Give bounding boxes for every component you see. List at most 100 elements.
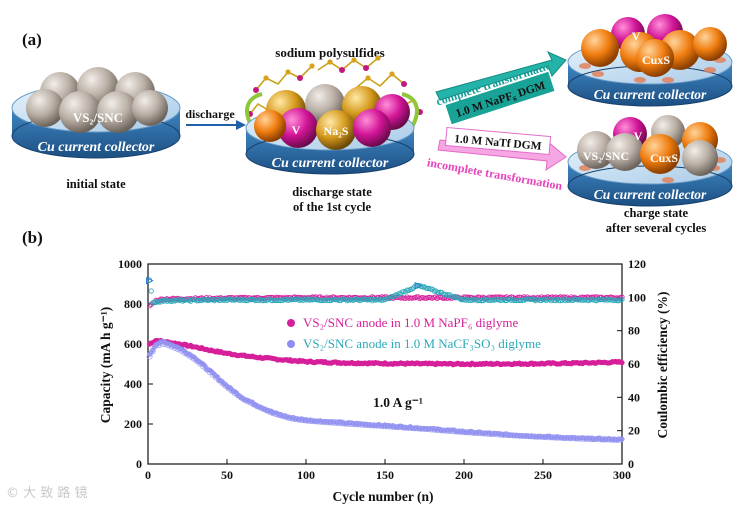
ce-point bbox=[300, 297, 306, 303]
ce-point bbox=[413, 294, 420, 300]
y-right-tick-label: 20 bbox=[628, 424, 640, 438]
series-3 bbox=[146, 277, 625, 306]
y-right-tick-label: 100 bbox=[628, 290, 646, 304]
ce-point bbox=[286, 297, 292, 303]
legend-label-nacf3so3: VS₂/SNC anode in 1.0 M NaCF₃SO₃ diglyme bbox=[303, 336, 541, 351]
incomplete-transformation-path: 1.0 M NaTf DGM incomplete transformation bbox=[426, 126, 567, 193]
x-tick-label: 300 bbox=[613, 468, 631, 482]
legend: VS₂/SNC anode in 1.0 M NaPF₆ diglyme VS₂… bbox=[287, 315, 541, 351]
ce-point bbox=[395, 292, 401, 298]
ce-point bbox=[402, 289, 409, 295]
ce-point bbox=[388, 294, 394, 300]
ce-outlier-markers bbox=[146, 276, 423, 290]
ce-point bbox=[492, 297, 499, 303]
ce-point bbox=[560, 296, 567, 302]
y-left-tick-label: 400 bbox=[124, 377, 142, 391]
y-right-tick-label: 40 bbox=[628, 390, 640, 404]
ce-point bbox=[148, 288, 154, 294]
ce-point bbox=[213, 296, 219, 303]
collector-label-bottom: Cu current collector bbox=[594, 187, 707, 202]
watermark: ©︎ 大 致 路 镜 bbox=[6, 486, 88, 501]
ce-point bbox=[445, 292, 451, 298]
charge-caption-line2: after several cycles bbox=[605, 221, 707, 235]
cycling-chart: 0 200 400 600 800 1000 0 20 40 60 80 100 120 0 50 100… bbox=[98, 257, 670, 504]
x-axis-title: Cycle number (n) bbox=[333, 489, 434, 504]
panel-a-label: (a) bbox=[22, 30, 42, 49]
na2s-ball-label: Na₂S bbox=[324, 124, 349, 138]
y-right-tick-label: 0 bbox=[628, 457, 634, 471]
x-tick-label: 0 bbox=[145, 468, 151, 482]
ce-point bbox=[619, 294, 625, 300]
discharge-arrow: discharge bbox=[185, 107, 246, 130]
y-left-tick-label: 200 bbox=[124, 417, 142, 431]
y-left-tick-label: 0 bbox=[136, 457, 142, 471]
ce-point bbox=[451, 293, 458, 299]
ce-point bbox=[295, 296, 301, 302]
discharge-arrow-label: discharge bbox=[185, 107, 235, 121]
ce-point bbox=[165, 298, 172, 304]
current-density-annotation: 1.0 A g⁻¹ bbox=[373, 395, 423, 410]
ce-point bbox=[556, 297, 562, 304]
x-tick-label: 250 bbox=[534, 468, 552, 482]
legend-marker-napf6 bbox=[287, 319, 295, 327]
complete-charge-electrode: V CuxS Cu current collector bbox=[567, 14, 733, 107]
y-axis-right-ticks: 0 20 40 60 80 100 120 bbox=[617, 257, 646, 471]
collector-label-top: Cu current collector bbox=[594, 87, 707, 102]
ce-point bbox=[502, 297, 508, 304]
ce-outlier-marker bbox=[146, 276, 154, 285]
ce-point bbox=[162, 297, 168, 303]
ce-point bbox=[189, 297, 195, 303]
x-tick-label: 200 bbox=[455, 468, 473, 482]
series-layer bbox=[146, 276, 625, 443]
ce-point bbox=[146, 303, 153, 309]
capacity-point bbox=[619, 360, 625, 366]
ce-point bbox=[587, 296, 594, 303]
ce-point bbox=[464, 296, 470, 302]
discharge-caption-line1: discharge state bbox=[292, 185, 372, 199]
cuxs-ball-label-top: CuxS bbox=[642, 53, 670, 67]
initial-state-electrode: VS₂/SNC Cu current collector bbox=[11, 67, 181, 159]
discharge-state-electrode: sodium polysulfides bbox=[245, 45, 423, 175]
charge-caption-line1: charge state bbox=[623, 206, 689, 220]
x-axis-ticks: 0 50 100 150 200 250 300 bbox=[145, 459, 631, 482]
x-tick-label: 150 bbox=[376, 468, 394, 482]
incomplete-charge-electrode: V VS₂/SNC CuxS Cu current collector bbox=[567, 115, 733, 207]
ce-point bbox=[554, 296, 560, 302]
ce-point bbox=[323, 296, 330, 302]
y-left-tick-label: 1000 bbox=[118, 257, 142, 271]
ce-point bbox=[614, 298, 620, 304]
complete-transformation-path: complete transformation 1.0 M NaPF₆ DGM bbox=[434, 50, 567, 125]
ce-point bbox=[188, 298, 194, 304]
series-0 bbox=[146, 337, 625, 368]
panel-b-label: (b) bbox=[22, 228, 43, 247]
vanadium-ball-label-bottom: V bbox=[634, 129, 643, 143]
discharge-state-caption: discharge state of the 1st cycle bbox=[262, 185, 402, 215]
ce-point bbox=[459, 297, 466, 303]
ce-point bbox=[282, 297, 289, 303]
ce-point bbox=[325, 297, 331, 304]
schematic-panel: VS₂/SNC Cu current collector discharge s… bbox=[11, 14, 733, 207]
ce-point bbox=[369, 298, 375, 304]
ce-point bbox=[619, 296, 625, 302]
ce-point bbox=[415, 294, 421, 300]
cuxs-ball-label-bottom: CuxS bbox=[650, 151, 678, 165]
ce-point bbox=[158, 299, 164, 305]
initial-state-caption: initial state bbox=[66, 177, 126, 191]
y-right-tick-label: 60 bbox=[628, 357, 640, 371]
series-1 bbox=[146, 338, 625, 443]
x-tick-label: 100 bbox=[297, 468, 315, 482]
ce-point bbox=[314, 297, 320, 303]
vanadium-ball-label: V bbox=[292, 123, 301, 137]
ce-point bbox=[336, 297, 342, 304]
collector-label-discharge: Cu current collector bbox=[272, 156, 389, 171]
ce-point bbox=[319, 297, 325, 304]
collector-label-initial: Cu current collector bbox=[38, 140, 155, 155]
legend-label-napf6: VS₂/SNC anode in 1.0 M NaPF₆ diglyme bbox=[303, 315, 518, 330]
y-right-tick-label: 80 bbox=[628, 324, 640, 338]
ce-point bbox=[546, 296, 552, 302]
vs2-snc-ball-label-bottom: VS₂/SNC bbox=[583, 149, 629, 163]
ce-point bbox=[456, 295, 462, 301]
ce-outlier-marker bbox=[414, 281, 423, 290]
y-axis-left-title: Capacity (mA h g⁻¹) bbox=[98, 307, 113, 424]
y-left-tick-label: 800 bbox=[124, 297, 142, 311]
